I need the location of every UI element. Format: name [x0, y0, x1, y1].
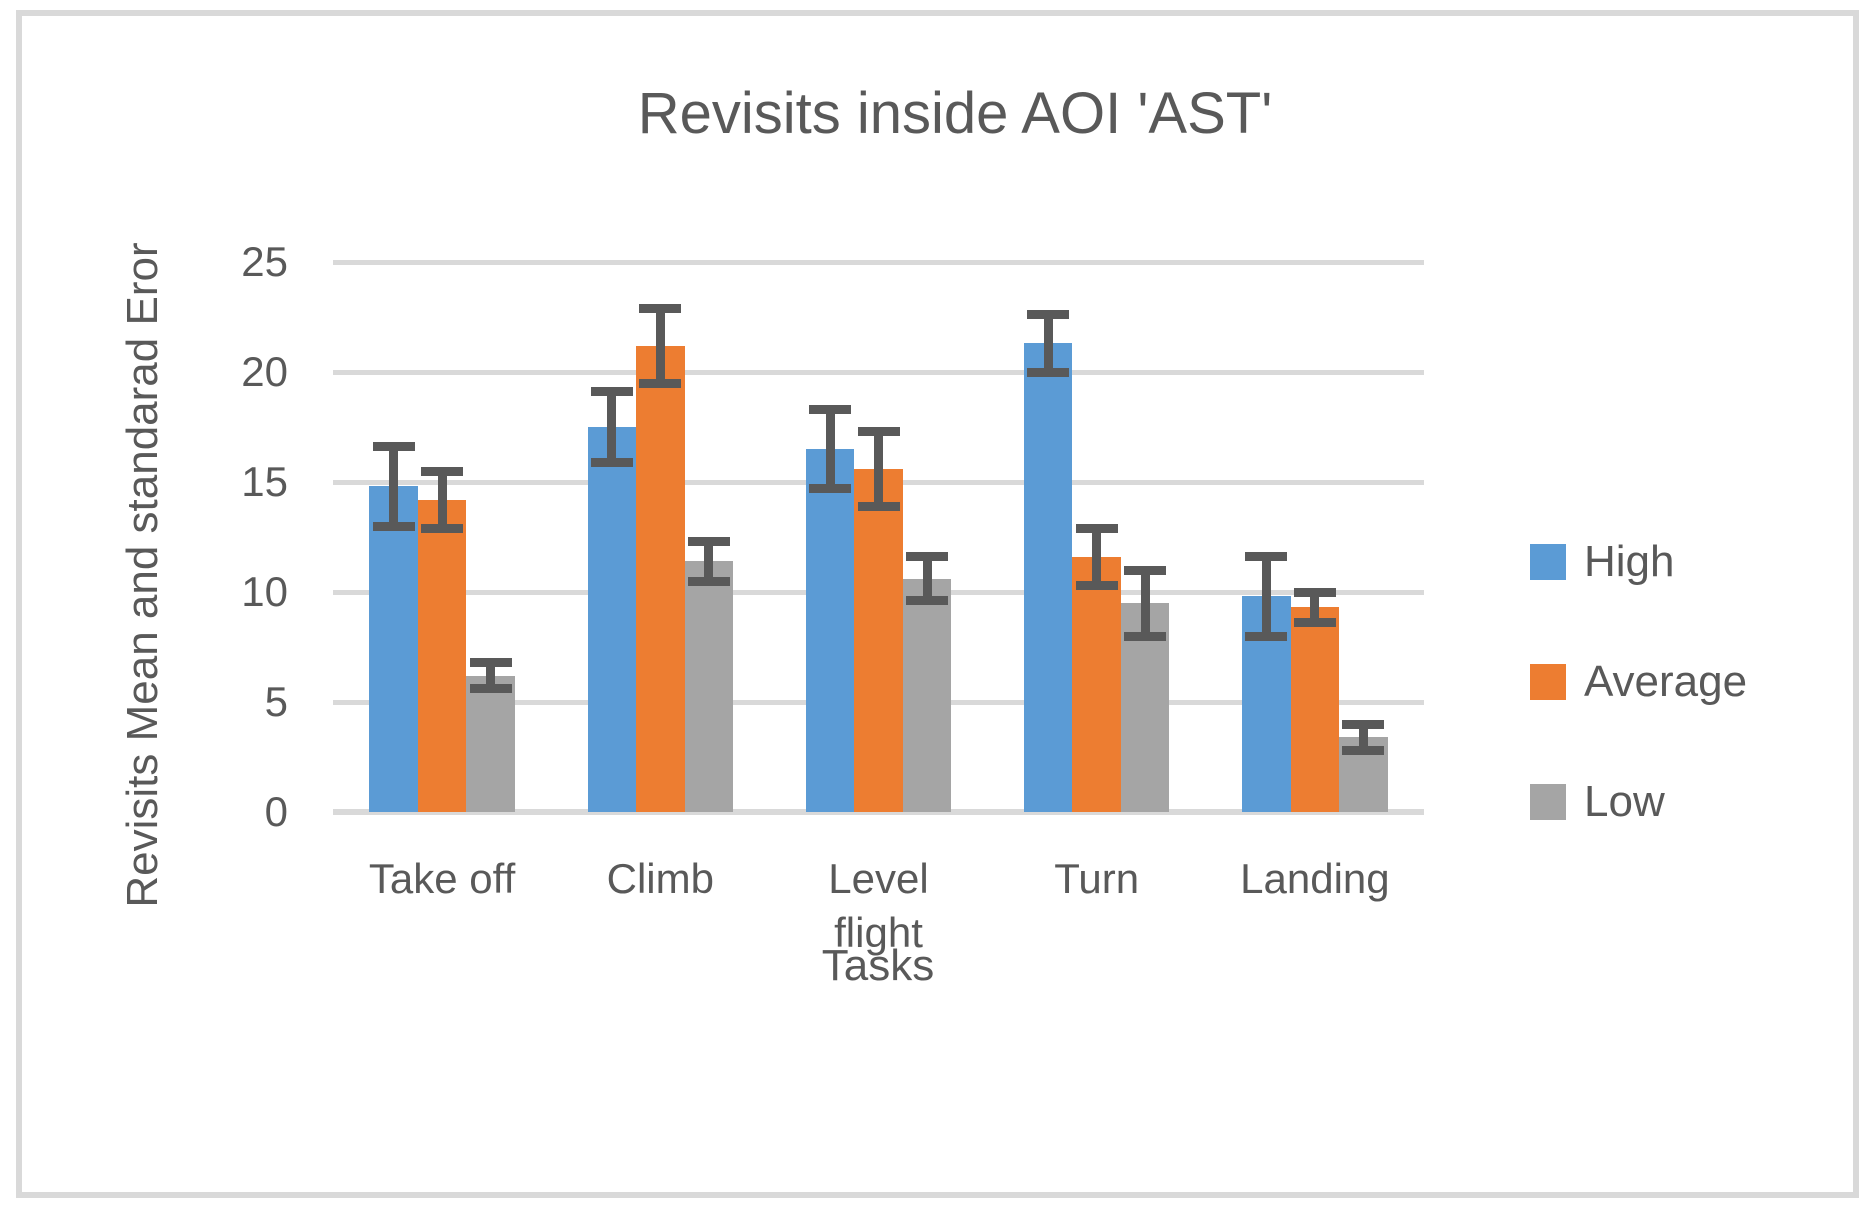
- bar-high-take-off: [369, 486, 418, 812]
- error-bar-whisker-high-climb: [607, 391, 617, 463]
- error-bar-cap-bottom-high-turn: [1027, 367, 1070, 377]
- legend-swatch-average: [1530, 664, 1566, 700]
- error-bar-cap-bottom-average-take-off: [421, 523, 464, 533]
- error-bar-cap-top-high-level-flight: [809, 404, 851, 414]
- error-bar-cap-bottom-average-turn: [1075, 580, 1118, 590]
- bar-average-level-flight: [854, 468, 903, 812]
- bar-low-climb: [684, 561, 734, 812]
- error-bar-cap-top-low-climb: [687, 536, 730, 546]
- gridline-25: [333, 259, 1424, 265]
- error-bar-whisker-low-turn: [1140, 570, 1150, 636]
- legend-label-low: Low: [1584, 777, 1665, 826]
- y-tick-label-20: 20: [241, 348, 288, 395]
- error-bar-cap-bottom-average-climb: [639, 378, 682, 388]
- error-bar-cap-top-low-take-off: [469, 657, 512, 667]
- error-bar-cap-top-average-landing: [1293, 587, 1336, 597]
- y-tick-label-0: 0: [264, 788, 288, 835]
- x-category-label-turn: Turn: [1054, 855, 1140, 902]
- error-bar-cap-bottom-high-landing: [1245, 631, 1288, 641]
- bar-average-take-off: [417, 499, 467, 812]
- bar-high-climb: [587, 427, 637, 812]
- error-bar-whisker-low-landing: [1358, 724, 1368, 751]
- error-bar-cap-bottom-average-level-flight: [857, 501, 900, 511]
- error-bar-whisker-average-turn: [1092, 528, 1102, 586]
- bar-average-turn: [1072, 556, 1121, 812]
- error-bar-whisker-high-turn: [1043, 314, 1053, 372]
- error-bar-cap-top-high-landing: [1245, 552, 1288, 562]
- x-category-label-landing: Landing: [1240, 855, 1390, 902]
- error-bar-cap-bottom-high-take-off: [372, 521, 415, 531]
- bar-average-landing: [1290, 607, 1340, 812]
- error-bar-cap-top-low-turn: [1124, 565, 1167, 575]
- legend-swatch-high: [1530, 544, 1566, 580]
- bar-high-turn: [1023, 343, 1073, 812]
- error-bar-cap-top-low-landing: [1342, 719, 1385, 729]
- legend-item-average: Average: [1530, 655, 1747, 709]
- bar-high-level-flight: [805, 449, 855, 812]
- error-bar-cap-top-average-level-flight: [857, 426, 900, 436]
- error-bar-cap-top-high-take-off: [372, 442, 415, 452]
- error-bar-whisker-average-climb: [655, 308, 665, 383]
- error-bar-whisker-average-level-flight: [874, 431, 883, 507]
- error-bar-cap-bottom-low-level-flight: [906, 596, 948, 606]
- error-bar-cap-top-average-take-off: [421, 466, 464, 476]
- chart-title: Revisits inside AOI 'AST': [637, 81, 1273, 146]
- x-category-label-take-off: Take off: [368, 855, 516, 902]
- error-bar-cap-top-high-climb: [590, 387, 633, 397]
- y-tick-label-25: 25: [241, 238, 288, 285]
- gridline-20: [333, 369, 1424, 375]
- error-bar-whisker-high-level-flight: [825, 409, 835, 489]
- bar-low-level-flight: [902, 578, 952, 812]
- chart-frame: [16, 10, 1859, 1198]
- error-bar-cap-bottom-high-level-flight: [809, 484, 851, 494]
- error-bar-cap-top-average-turn: [1075, 523, 1118, 533]
- x-axis-title: Tasks: [821, 941, 935, 990]
- y-tick-label-10: 10: [241, 568, 288, 615]
- y-tick-label-5: 5: [264, 678, 288, 725]
- legend-item-high: High: [1530, 535, 1747, 589]
- bar-average-climb: [636, 345, 685, 812]
- error-bar-cap-top-high-turn: [1027, 310, 1070, 320]
- legend-label-high: High: [1584, 537, 1675, 586]
- error-bar-cap-bottom-low-landing: [1342, 745, 1385, 755]
- error-bar-cap-top-low-level-flight: [906, 552, 948, 562]
- error-bar-whisker-low-climb: [704, 541, 714, 581]
- legend-label-average: Average: [1584, 657, 1748, 706]
- error-bar-whisker-average-take-off: [437, 471, 447, 529]
- error-bar-cap-bottom-average-landing: [1293, 618, 1336, 628]
- legend-item-low: Low: [1530, 775, 1747, 829]
- error-bar-whisker-low-take-off: [486, 662, 496, 689]
- error-bar-cap-bottom-low-take-off: [469, 684, 512, 694]
- error-bar-whisker-high-take-off: [389, 446, 399, 526]
- y-tick-label-15: 15: [241, 458, 288, 505]
- error-bar-cap-bottom-low-turn: [1124, 631, 1167, 641]
- error-bar-whisker-high-landing: [1261, 556, 1271, 636]
- error-bar-whisker-average-landing: [1310, 592, 1320, 623]
- error-bar-cap-top-average-climb: [639, 303, 682, 313]
- x-category-label-climb: Climb: [606, 855, 714, 902]
- error-bar-cap-bottom-low-climb: [687, 576, 730, 586]
- gridline-0: [333, 809, 1424, 815]
- x-category-label-level-flight: Level flight: [828, 855, 929, 956]
- legend: High Average Low: [1530, 535, 1747, 829]
- bar-low-take-off: [466, 675, 515, 812]
- error-bar-whisker-low-level-flight: [922, 556, 932, 601]
- error-bar-cap-bottom-high-climb: [590, 457, 633, 467]
- legend-swatch-low: [1530, 784, 1566, 820]
